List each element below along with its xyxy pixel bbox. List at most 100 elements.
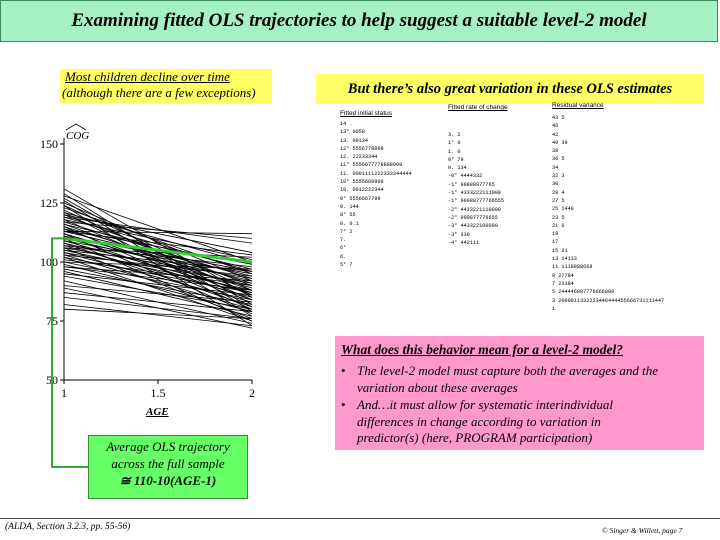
x-tick-label: 2: [249, 386, 255, 400]
stem-row: -4° 442111: [448, 239, 480, 246]
trajectory-line: [63, 266, 253, 291]
right-heading: But there’s also great variation in thes…: [316, 74, 704, 104]
stem-row: 1: [552, 305, 559, 312]
stem-row: 7° 2: [340, 228, 353, 235]
stem-plot-initial-status: Fitted initial status 14 . 13° 0058 13. 0…: [340, 110, 412, 269]
stem-row: 13. 00134: [340, 137, 369, 144]
stem-row: 14 .: [340, 121, 359, 127]
bullet-line: predictor(s) (here, PROGRAM participatio…: [357, 430, 593, 445]
stem-row: -3° 330: [448, 231, 470, 238]
trajectory-line: [63, 259, 253, 286]
trajectory-line: [63, 285, 253, 303]
stem-row: 27 5: [552, 197, 565, 204]
avg-box-equation: ≅ 110-10(AGE-1): [89, 472, 247, 489]
stem-row: 21 6: [552, 222, 565, 229]
stem-plot-residual-variance: Residual variance 43 5 46 42 40 39 38 36 5…: [552, 102, 664, 313]
stem-row: 43 5: [552, 115, 565, 121]
trajectory-line: [63, 219, 253, 261]
title-bar: Examining fitted OLS trajectories to hel…: [0, 0, 718, 42]
avg-equation-text: 110-10(AGE-1): [133, 473, 217, 488]
trajectory-line: [63, 238, 253, 322]
trajectory-line: [63, 195, 253, 263]
trajectory-line: [63, 247, 253, 258]
trajectory-line: [63, 200, 253, 317]
stem-row: 11 1118888668: [552, 264, 593, 271]
trajectory-line: [63, 268, 253, 305]
y-tick-label: 100: [40, 255, 58, 269]
stem-plot-body: 14 . 13° 0058 13. 00134 12° 5556778899 12. …: [340, 120, 412, 269]
stem-row: 15 21: [552, 247, 568, 254]
stem-plot-body: 3. 2 1° 0 1. 0 0° 79 0. 134 -0° 4444332 -1° 99…: [448, 131, 508, 247]
stem-row: -1° 4333222111000: [448, 190, 501, 197]
left-note-line2: (although there are a few exceptions): [62, 85, 256, 100]
stem-row: 36 5: [552, 156, 565, 163]
y-tick-label: 125: [40, 196, 58, 210]
avg-box-line2: across the full sample: [111, 456, 225, 471]
stem-row: 9. 144: [340, 203, 359, 210]
stem-row: 12° 5556778899: [340, 145, 384, 152]
trajectory-line: [63, 261, 253, 301]
trajectory-line: [63, 230, 253, 235]
stem-plot-title: Fitted initial status: [340, 110, 393, 117]
stem-row: 9° 5556667799: [340, 195, 381, 202]
stem-row: 6°: [340, 245, 350, 252]
stem-row: 25 1440: [552, 206, 574, 213]
stem-plot-title: Fitted rate of change: [448, 104, 508, 111]
stem-row: -2° 4433221110000: [448, 206, 501, 213]
stem-row: 30: [552, 181, 562, 188]
stem-row: 3. 2: [448, 132, 461, 138]
stem-row: 3 2000011332223446444455666731111447: [552, 297, 665, 304]
stem-row: 5 244446887776666888: [552, 289, 615, 296]
stem-row: 5° 7: [340, 262, 353, 269]
stem-row: 6.: [340, 253, 350, 260]
trajectory-line: [63, 249, 253, 291]
stem-row: 34: [552, 164, 562, 171]
stem-row: 8° 55: [340, 212, 356, 219]
stem-row: 13 14133: [552, 256, 577, 263]
stem-row: 12. 22233344: [340, 154, 378, 161]
implications-question: What does this behavior mean for a level…: [341, 342, 623, 357]
trajectory-line: [63, 275, 253, 310]
stem-row: -1° 99888877765: [448, 181, 495, 188]
connector-line: [51, 237, 88, 468]
x-tick-label: 1.5: [151, 386, 166, 400]
stem-row: 23 5: [552, 214, 565, 221]
stem-row: 42: [552, 131, 562, 138]
left-note: Most children decline over time (althoug…: [60, 69, 272, 103]
stem-row: 40 39: [552, 139, 568, 146]
stem-plot-title: Residual variance: [552, 102, 604, 109]
stem-row: 10. 0012222344: [340, 187, 384, 194]
stem-row: 7 23384: [552, 280, 574, 287]
stem-row: 46: [552, 123, 562, 130]
hat-icon: [65, 123, 87, 131]
bullet-line: And…it must allow for systematic interin…: [357, 397, 614, 412]
slide-title: Examining fitted OLS trajectories to hel…: [71, 10, 647, 31]
stem-row: 11° 5556677778888999: [340, 162, 403, 169]
average-trajectory-line: [63, 236, 253, 264]
stem-row: 38: [552, 148, 562, 155]
trajectory-line: [63, 304, 253, 327]
stem-row: 0. 134: [448, 165, 467, 172]
trajectory-line: [63, 297, 253, 320]
trajectory-line: [63, 247, 253, 279]
stem-row: -2° 999877776655: [448, 214, 498, 221]
footer-divider: [0, 518, 720, 519]
x-tick-label: 1: [61, 386, 67, 400]
trajectory-line: [63, 205, 253, 327]
stem-plot-body: 43 5 46 42 40 39 38 36 5 34 32 3 30 29 4 27 5…: [552, 114, 664, 313]
x-axis-label: AGE: [146, 406, 169, 418]
trajectory-line: [63, 292, 253, 312]
trajectory-lines: [63, 188, 253, 329]
stem-row: 7.: [340, 237, 350, 244]
average-trajectory-box: Average OLS trajectory across the full s…: [88, 435, 248, 499]
average-connector: [51, 237, 88, 468]
stem-row: 29 4: [552, 189, 565, 196]
stem-row: 9 27784: [552, 272, 574, 279]
stem-row: 17: [552, 239, 562, 246]
stem-row: -1° 99988777766555: [448, 198, 505, 205]
trajectory-line: [63, 266, 253, 282]
stem-row: 1. 0: [448, 148, 461, 155]
bullet-text: The level-2 model must capture both the …: [357, 363, 658, 396]
